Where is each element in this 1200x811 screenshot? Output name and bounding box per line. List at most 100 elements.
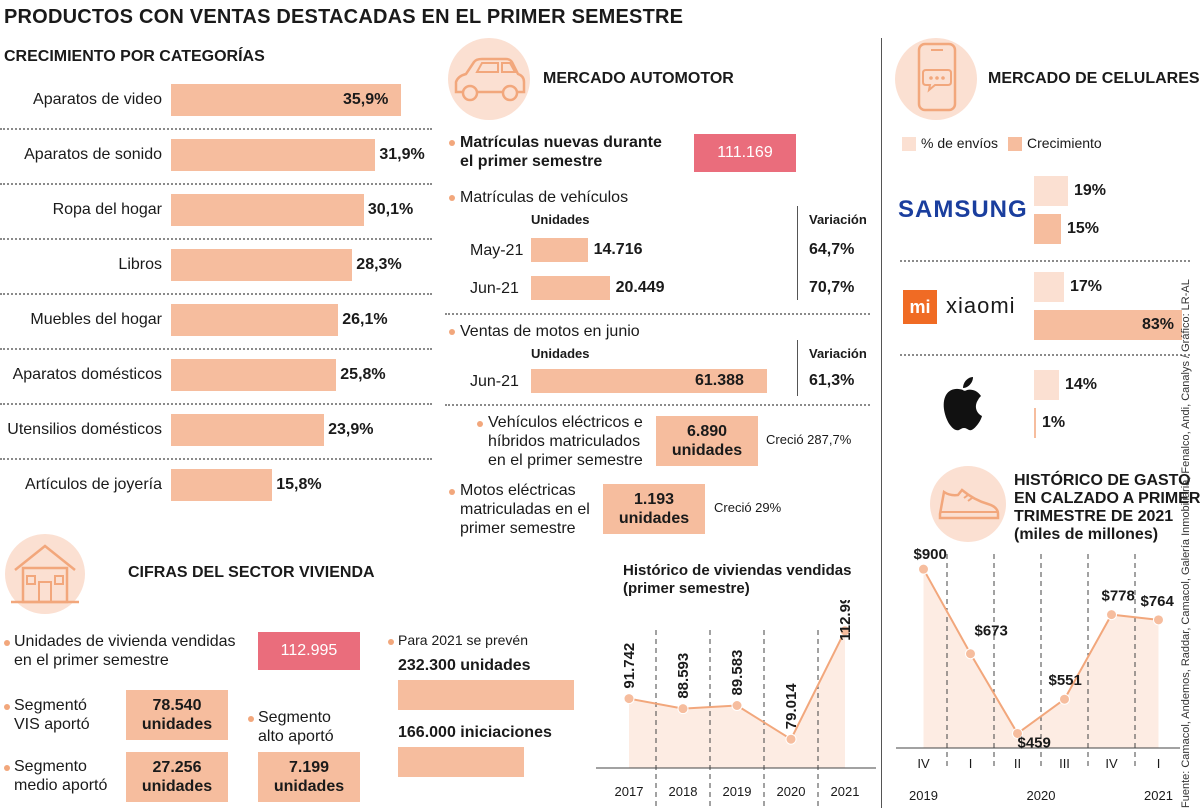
calzado-value-label: $778 — [1102, 588, 1135, 605]
calzado-point — [1012, 727, 1023, 739]
viviendas-value-label: 91.742 — [621, 643, 638, 689]
vehiculos-variation: 64,7% — [809, 241, 855, 258]
calzado-chart: $900 IV $673 I $459 II $551 III $778 IV $764 I 2019 2… — [896, 548, 1180, 803]
matriculas-nuevas-value: 111.169 — [694, 134, 796, 172]
medio-label-1: Segmento — [14, 758, 87, 775]
bullet-dot — [449, 329, 455, 335]
motos-units-header: Unidades — [531, 346, 590, 361]
divider — [0, 293, 432, 295]
bullet-dot — [4, 704, 10, 710]
category-value: 31,9% — [379, 146, 425, 163]
automotor-title: MERCADO AUTOMOTOR — [543, 70, 734, 87]
column-divider — [881, 38, 882, 808]
calzado-point — [965, 648, 976, 660]
prevision-label: Para 2021 se prevén — [398, 632, 528, 648]
crecimiento-bar — [1034, 408, 1036, 438]
bullet-dot — [449, 195, 455, 201]
viviendas-year-label: 2018 — [669, 784, 698, 799]
motos-electricas-note: Creció 29% — [714, 500, 782, 515]
unidades-vendidas-label-2: en el primer semestre — [14, 652, 169, 669]
envios-bar — [1034, 370, 1059, 400]
bullet-dot — [388, 639, 394, 645]
page-title: PRODUCTOS CON VENTAS DESTACADAS EN EL PR… — [4, 6, 684, 28]
prevision-init-bar — [398, 747, 524, 777]
calzado-area — [923, 569, 1159, 748]
divider — [0, 403, 432, 405]
bullet-dot — [4, 640, 10, 646]
divider — [0, 128, 432, 130]
legend-crecimiento-swatch — [1008, 137, 1022, 151]
medio-value: 27.256 unidades — [126, 752, 228, 802]
category-value: 23,9% — [328, 421, 374, 438]
vehiculos-divider — [797, 206, 798, 300]
calzado-point — [1059, 693, 1070, 705]
motos-var-header: Variación — [809, 346, 867, 361]
viviendas-year-label: 2019 — [723, 784, 752, 799]
crecimiento-bar — [1034, 214, 1061, 244]
electricos-value: 6.890 unidades — [656, 416, 758, 466]
alto-value-units: unidades — [273, 778, 345, 795]
viviendas-point — [839, 625, 851, 637]
medio-label-2: medio aportó — [14, 777, 108, 794]
viviendas-point — [677, 703, 689, 715]
calzado-value-label: $551 — [1049, 672, 1082, 689]
car-icon — [448, 38, 530, 120]
matriculas-vehiculos-label: Matrículas de vehículos — [460, 189, 629, 206]
electricos-label-2: híbridos matriculados — [488, 433, 641, 450]
calzado-title-2: EN CALZADO A PRIMER — [1014, 490, 1200, 507]
vis-value: 78.540 unidades — [126, 690, 228, 740]
motos-divider — [797, 340, 798, 396]
category-bar — [171, 469, 273, 501]
viviendas-year-label: 2017 — [615, 784, 644, 799]
bullet-dot — [477, 421, 483, 427]
category-bar — [171, 414, 325, 446]
calzado-quarter-label: III — [1059, 756, 1070, 771]
calzado-year-label: 2019 — [909, 788, 938, 803]
bullet-dot — [449, 489, 455, 495]
viviendas-value-label: 79.014 — [783, 683, 800, 730]
viviendas-chart-title-1: Histórico de viviendas vendidas — [623, 562, 852, 579]
motos-electricas-value: 1.193 unidades — [603, 484, 705, 534]
category-label: Artículos de joyería — [25, 476, 162, 493]
viviendas-value-label: 112.995 — [837, 600, 854, 641]
electricos-label-1: Vehículos eléctricos e — [488, 414, 643, 431]
viviendas-point — [785, 733, 797, 745]
vehiculos-units-header: Unidades — [531, 212, 590, 227]
divider — [445, 404, 870, 406]
vehiculos-value: 14.716 — [593, 241, 643, 258]
motos-electricas-value-units: unidades — [618, 510, 690, 527]
legend-envios-swatch — [902, 137, 916, 151]
calzado-quarter-label: IV — [917, 756, 930, 771]
unidades-vendidas-value: 112.995 — [258, 632, 360, 670]
calzado-value-label: $459 — [1018, 734, 1051, 751]
electricos-label-3: en el primer semestre — [488, 452, 643, 469]
viviendas-year-label: 2020 — [777, 784, 806, 799]
envios-value: 17% — [1070, 278, 1103, 295]
xiaomi-logo-mark: mi — [903, 290, 937, 324]
viviendas-area — [629, 630, 845, 768]
electricos-value-units: unidades — [671, 442, 743, 459]
house-icon — [5, 534, 85, 614]
category-value: 15,8% — [276, 476, 322, 493]
alto-value: 7.199 unidades — [258, 752, 360, 802]
xiaomi-logo-text: xiaomi — [946, 293, 1016, 318]
viviendas-point — [731, 700, 743, 712]
alto-label-1: Segmento — [258, 709, 331, 726]
bullet-dot — [248, 716, 254, 722]
viviendas-chart-title: Histórico de viviendas vendidas (primer … — [623, 562, 851, 598]
viviendas-year-label: 2021 — [831, 784, 860, 799]
calzado-quarter-label: IV — [1105, 756, 1118, 771]
prevision-units-label: 232.300 unidades — [398, 657, 531, 674]
calzado-point — [1153, 614, 1164, 626]
category-value: 25,8% — [340, 366, 386, 383]
motos-period: Jun-21 — [470, 373, 519, 390]
category-label: Aparatos domésticos — [12, 366, 162, 383]
calzado-year-label: 2020 — [1027, 788, 1056, 803]
category-label: Aparatos de sonido — [24, 146, 162, 163]
envios-bar — [1034, 272, 1064, 302]
motos-label: Ventas de motos en junio — [460, 323, 640, 340]
viviendas-chart: 91.742 2017 88.593 2018 89.583 2019 79.014 2020… — [596, 600, 876, 808]
category-bar — [171, 84, 401, 116]
bullet-dot — [449, 140, 455, 146]
envios-bar — [1034, 176, 1068, 206]
